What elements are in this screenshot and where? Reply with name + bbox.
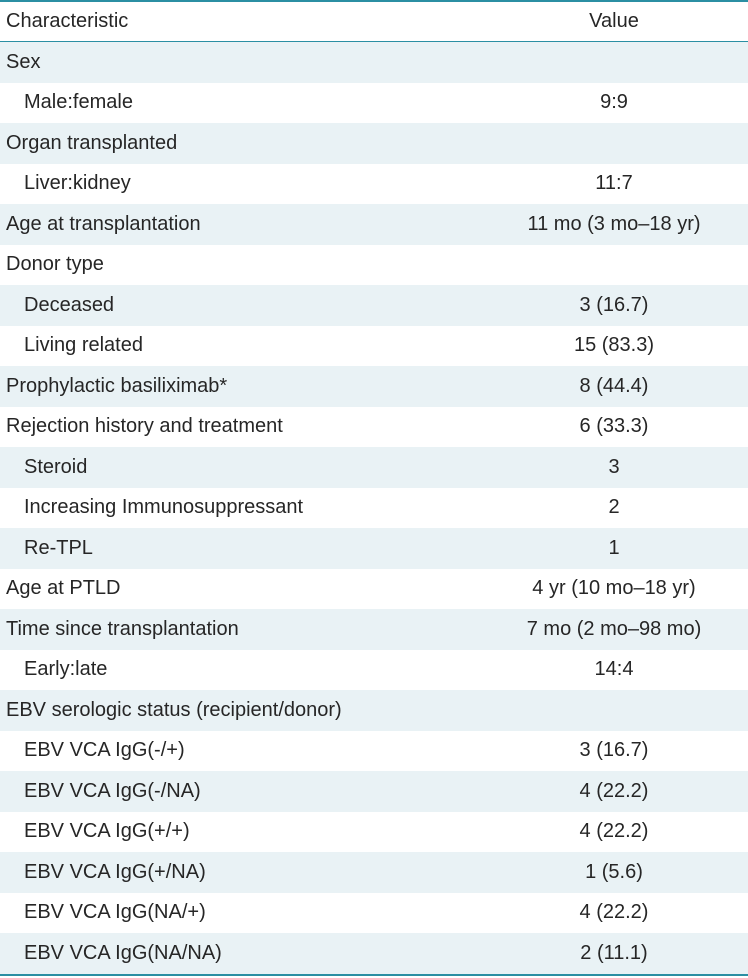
row-value: 14:4 xyxy=(594,658,634,681)
row-characteristic: Age at transplantation xyxy=(6,212,201,235)
row-value: 3 xyxy=(608,455,620,478)
table-row: Rejection history and treatment 6 (33.3) xyxy=(0,407,748,448)
table-row: EBV VCA IgG(-/NA) 4 (22.2) xyxy=(0,771,748,812)
row-value: 2 (11.1) xyxy=(580,941,648,964)
row-characteristic: Time since transplantation xyxy=(6,617,239,640)
row-characteristic: Steroid xyxy=(24,455,88,478)
row-value: 8 (44.4) xyxy=(579,374,649,397)
row-value: 1 (5.6) xyxy=(585,860,643,883)
table-row: Steroid 3 xyxy=(0,447,748,488)
table-row: Deceased 3 (16.7) xyxy=(0,285,748,326)
table-row: Living related 15 (83.3) xyxy=(0,326,748,367)
table-row: Prophylactic basiliximab* 8 (44.4) xyxy=(0,366,748,407)
header-value: Value xyxy=(589,10,639,32)
row-characteristic: Sex xyxy=(6,50,41,73)
table-row: Increasing Immunosuppressant 2 xyxy=(0,488,748,529)
row-characteristic: Living related xyxy=(24,334,143,357)
table-row: Liver:kidney 11:7 xyxy=(0,164,748,205)
row-characteristic: Increasing Immunosuppressant xyxy=(24,496,304,519)
table-row: Sex xyxy=(0,42,748,83)
table-row: EBV VCA IgG(+/NA) 1 (5.6) xyxy=(0,852,748,893)
row-value: 15 (83.3) xyxy=(573,334,655,357)
row-characteristic: Liver:kidney xyxy=(24,172,131,195)
row-value: 1 xyxy=(608,536,620,559)
row-characteristic: Organ transplanted xyxy=(6,131,178,154)
row-characteristic: EBV VCA IgG(+/+) xyxy=(24,820,190,843)
table-row: Organ transplanted xyxy=(0,123,748,164)
table-row: Donor type xyxy=(0,245,748,286)
row-value: 3 (16.7) xyxy=(579,293,649,316)
table-row: EBV VCA IgG(+/+) 4 (22.2) xyxy=(0,812,748,853)
row-characteristic: EBV VCA IgG(-/+) xyxy=(24,739,185,762)
row-characteristic: Donor type xyxy=(6,253,104,276)
table-row: Re-TPL 1 xyxy=(0,528,748,569)
table-body: Sex Male:female 9:9 Organ transplanted Liver… xyxy=(0,42,748,974)
row-value: 3 (16.7) xyxy=(579,739,649,762)
row-value: 2 xyxy=(608,496,620,519)
row-value: 7 mo (2 mo–98 mo) xyxy=(526,617,702,640)
row-value: 11:7 xyxy=(595,172,633,195)
row-characteristic: EBV VCA IgG(NA/+) xyxy=(24,901,206,924)
row-characteristic: Rejection history and treatment xyxy=(6,415,283,438)
table-row: Time since transplantation 7 mo (2 mo–98 … xyxy=(0,609,748,650)
row-characteristic: EBV VCA IgG(-/NA) xyxy=(24,779,201,802)
row-characteristic: Male:female xyxy=(24,91,133,114)
row-value: 11 mo (3 mo–18 yr) xyxy=(527,212,701,235)
table-row: Age at transplantation 11 mo (3 mo–18 yr) xyxy=(0,204,748,245)
table-row: Early:late 14:4 xyxy=(0,650,748,691)
row-value: 9:9 xyxy=(600,91,628,114)
table-row: EBV VCA IgG(NA/+) 4 (22.2) xyxy=(0,893,748,934)
row-characteristic: Re-TPL xyxy=(24,536,93,559)
table-row: Male:female 9:9 xyxy=(0,83,748,124)
row-characteristic: Age at PTLD xyxy=(6,577,121,600)
row-characteristic: Early:late xyxy=(24,658,108,681)
row-value: 6 (33.3) xyxy=(579,415,649,438)
row-value: 4 (22.2) xyxy=(579,779,649,802)
table-row: EBV VCA IgG(NA/NA) 2 (11.1) xyxy=(0,933,748,974)
row-characteristic: EBV VCA IgG(+/NA) xyxy=(24,860,206,883)
table-row: Age at PTLD 4 yr (10 mo–18 yr) xyxy=(0,569,748,610)
table-header-row: Characteristic Value xyxy=(0,2,748,42)
row-characteristic: Deceased xyxy=(24,293,115,316)
row-value: 4 yr (10 mo–18 yr) xyxy=(532,577,696,600)
header-characteristic: Characteristic xyxy=(6,10,129,32)
row-characteristic: Prophylactic basiliximab* xyxy=(6,374,228,397)
row-characteristic: EBV serologic status (recipient/donor) xyxy=(6,698,342,721)
table-row: EBV VCA IgG(-/+) 3 (16.7) xyxy=(0,731,748,772)
row-characteristic: EBV VCA IgG(NA/NA) xyxy=(24,941,222,964)
row-value: 4 (22.2) xyxy=(579,901,649,924)
table-row: EBV serologic status (recipient/donor) xyxy=(0,690,748,731)
row-value: 4 (22.2) xyxy=(579,820,649,843)
